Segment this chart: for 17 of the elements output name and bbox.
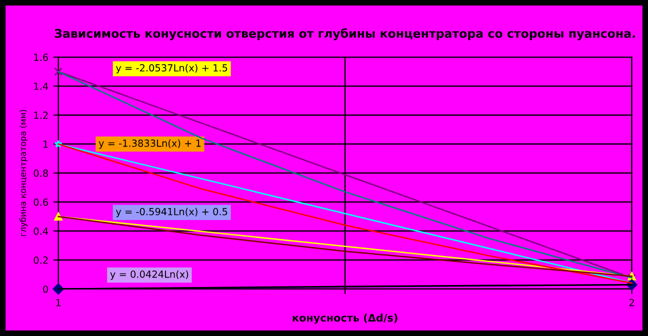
- y-tick-label: 0.4: [34, 227, 48, 235]
- annotation: y = 0.0424Ln(x): [110, 270, 188, 280]
- y-tick-label: 1.6: [34, 54, 48, 61]
- x-tick-label: 2: [629, 298, 634, 306]
- y-tick-label: 1.4: [34, 82, 48, 90]
- y-tick-label: 1.2: [34, 112, 48, 119]
- annotation: y = -1.3833Ln(x) + 1: [98, 139, 201, 149]
- chart-title: Зависимость конусности отверстия от глубины концентратора со стороны пуансона.: [54, 28, 635, 40]
- x-axis-title: конусность (Δd/s): [292, 314, 398, 324]
- annotation: y = -2.0537Ln(x) + 1.5: [116, 64, 228, 74]
- y-tick-label: 0.2: [34, 256, 48, 264]
- y-axis-title: глубина концентратора (мм): [19, 110, 28, 236]
- y-tick-label: 1: [43, 140, 48, 148]
- y-tick-label: 0.8: [34, 170, 48, 177]
- y-tick-label: 0.6: [34, 198, 48, 206]
- annotation: y = -0.5941Ln(x) + 0.5: [116, 208, 228, 218]
- y-tick-label: 0: [43, 285, 48, 293]
